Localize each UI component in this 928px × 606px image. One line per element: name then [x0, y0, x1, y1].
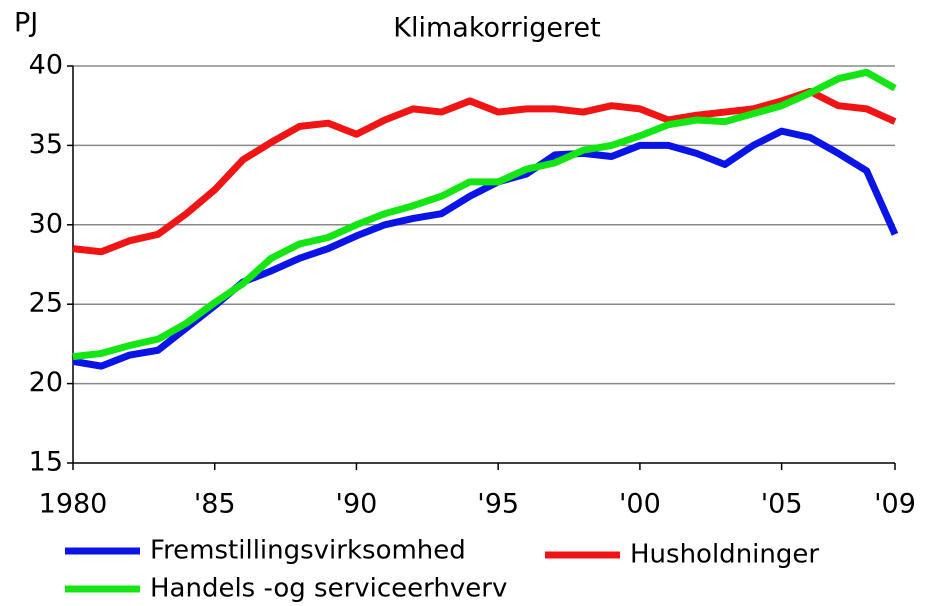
series-line: [72, 87, 897, 256]
x-tick-label: '05: [761, 489, 803, 520]
y-tick-label: 15: [29, 447, 63, 478]
x-tick-label: '00: [619, 489, 661, 520]
x-tick-label: '95: [477, 489, 519, 520]
series-line: [72, 127, 899, 370]
y-tick-label: 25: [29, 288, 63, 319]
x-tick-label: '09: [874, 489, 916, 520]
y-tick-label: 40: [29, 50, 63, 81]
y-axis-label: PJ: [14, 8, 38, 39]
y-tick-label: 30: [29, 208, 63, 239]
series-line: [72, 68, 897, 361]
y-tick-label: 20: [29, 367, 63, 398]
chart-title: Klimakorrigeret: [393, 13, 600, 44]
y-tick-label: 35: [29, 129, 63, 160]
x-tick-label: '90: [336, 489, 378, 520]
x-tick-label: '85: [194, 489, 236, 520]
x-tick-label: 1980: [39, 489, 108, 520]
legend-label: Fremstillingsvirksomhed: [150, 536, 466, 566]
legend-label: Handels -og serviceerhverv: [150, 574, 507, 604]
legend-label: Husholdninger: [630, 540, 819, 570]
